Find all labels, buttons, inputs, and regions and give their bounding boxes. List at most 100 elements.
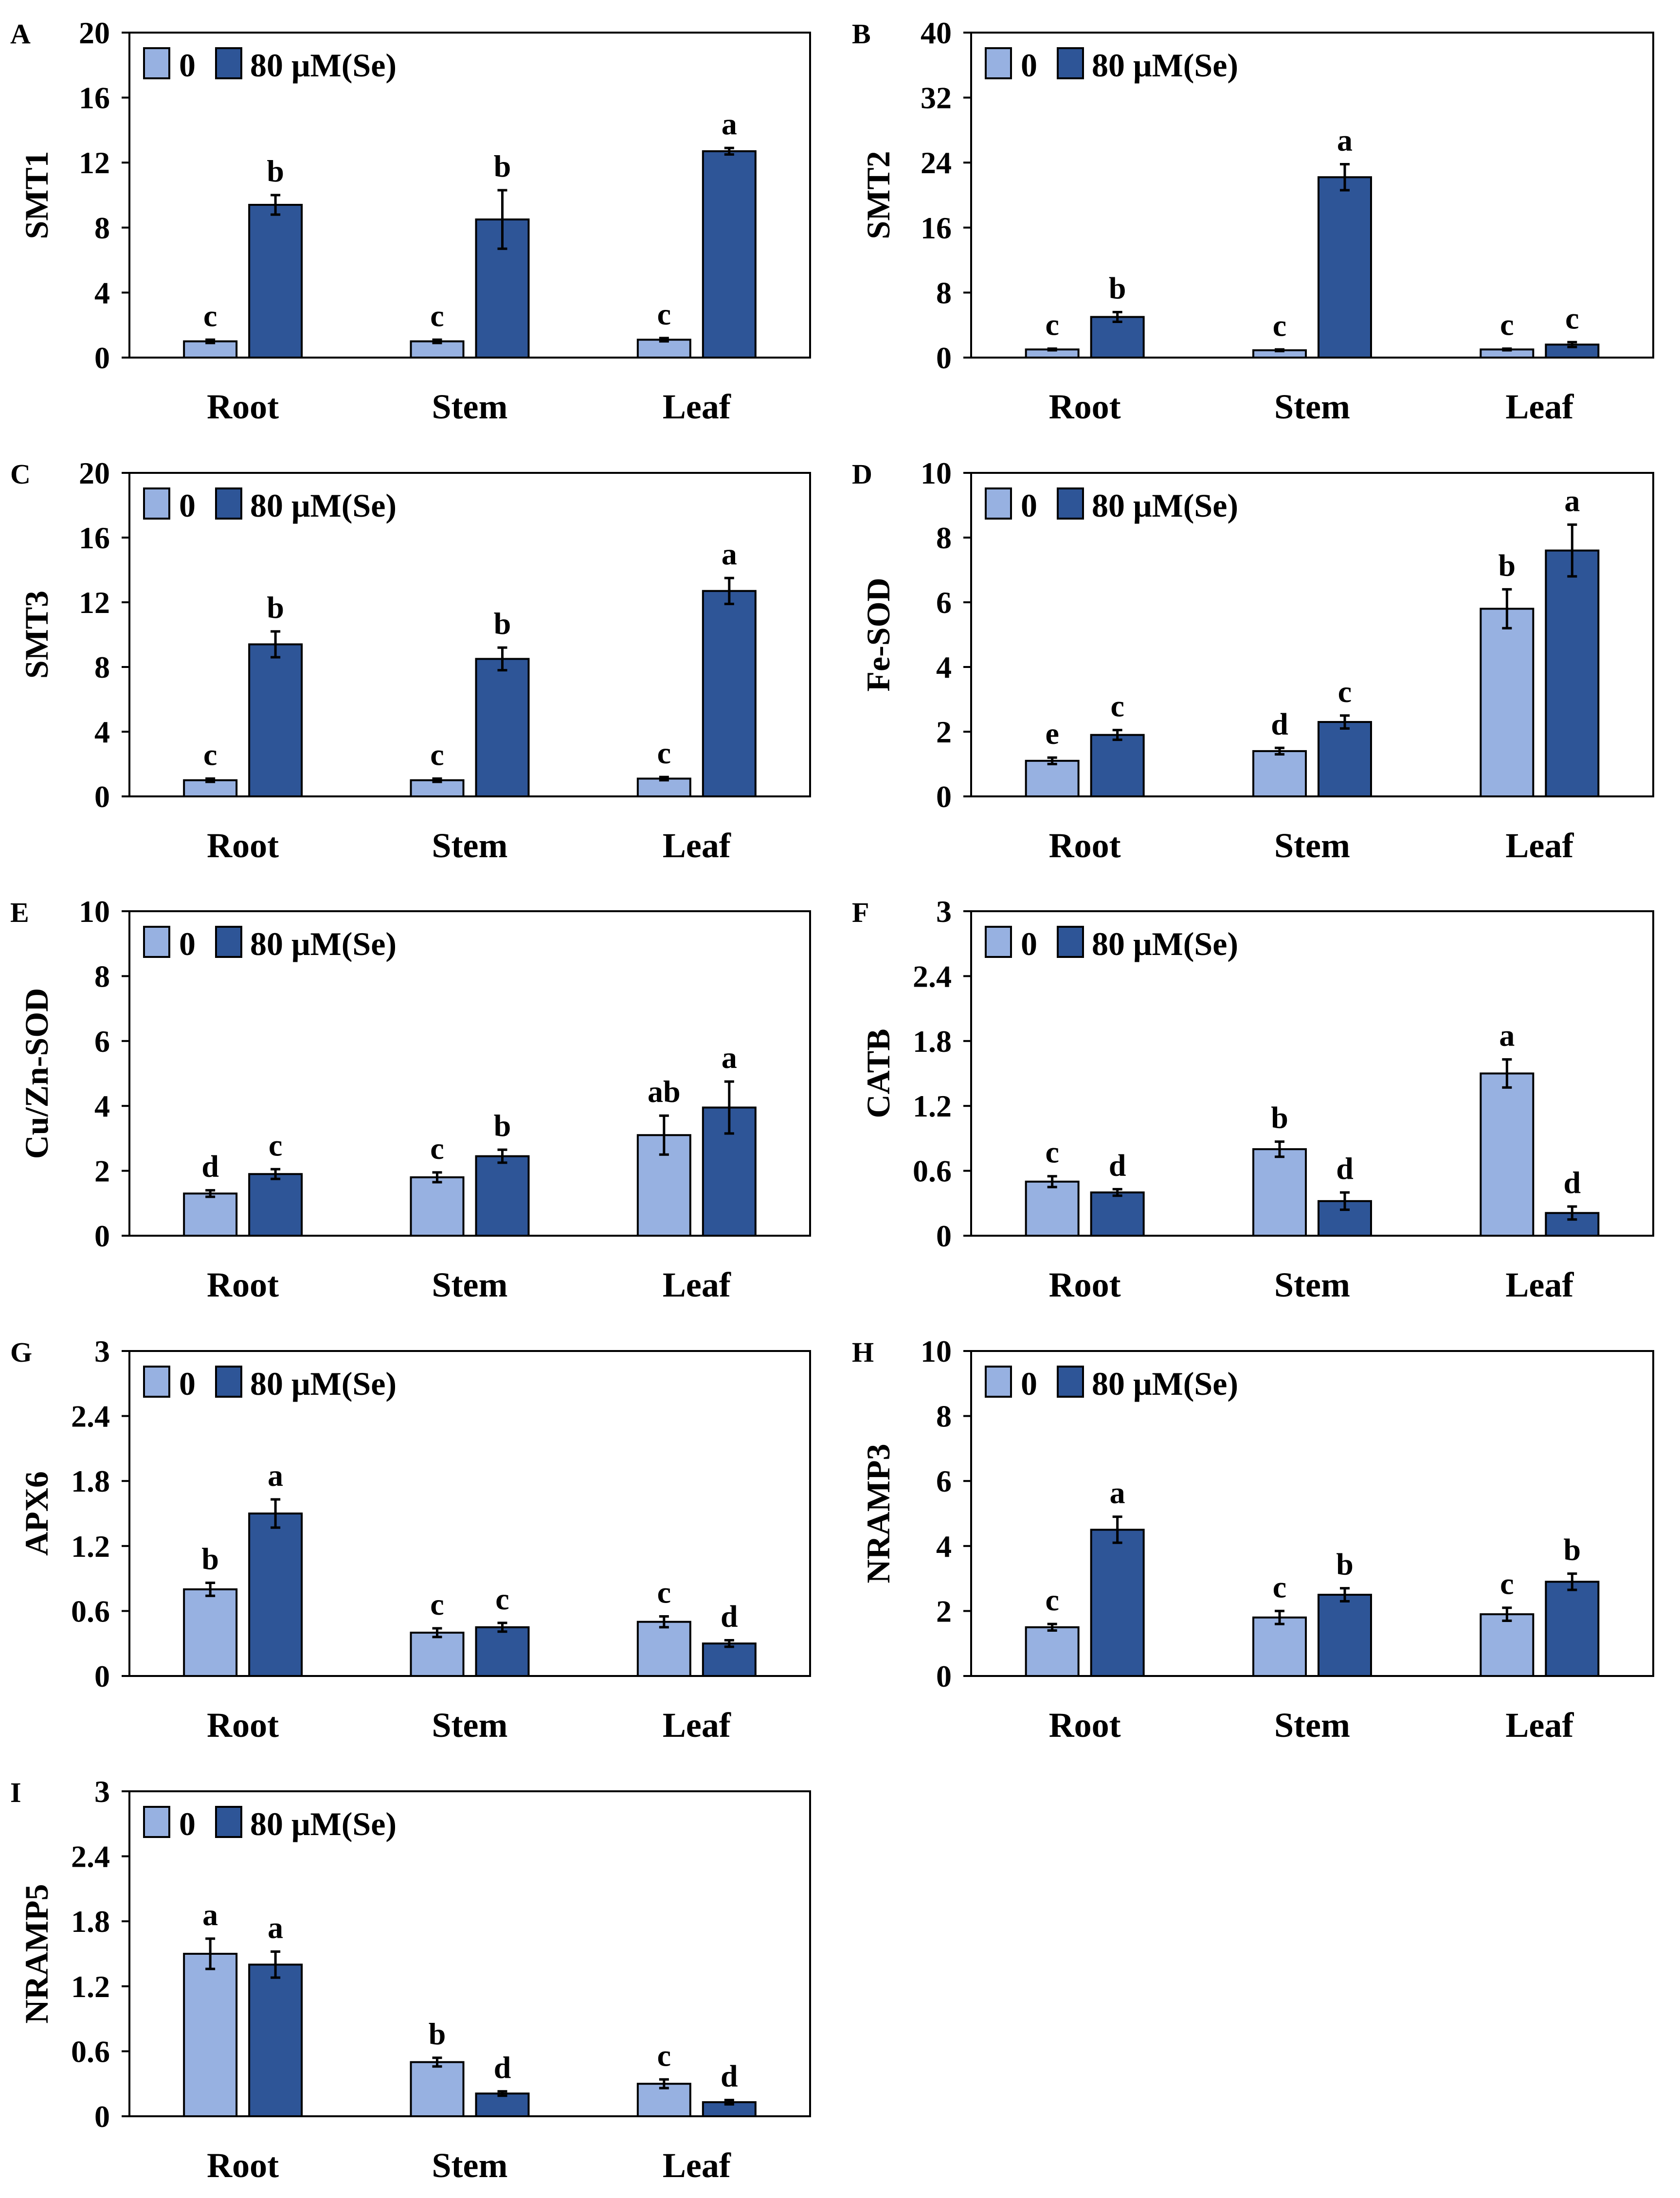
- y-axis-label: CATB: [860, 1029, 897, 1118]
- chart-panel-d: D 0 2 4 6 8 10 Fe-SOD e c Root d c Stem b a Leaf 0 80 μM(S…: [852, 456, 1654, 865]
- y-tick-label: 6: [94, 1024, 110, 1059]
- plot-frame: [128, 1350, 811, 1677]
- y-tick-label: 10: [79, 894, 110, 929]
- plot-frame: [128, 472, 811, 797]
- y-tick-label: 1.2: [71, 1969, 110, 2004]
- significance-letter: c: [203, 737, 217, 772]
- y-axis-label: Fe-SOD: [860, 577, 897, 691]
- y-axis-label: SMT1: [18, 151, 55, 239]
- bar: [1480, 608, 1535, 798]
- x-tick-label: Leaf: [663, 1265, 731, 1304]
- bar: [1318, 1594, 1372, 1677]
- y-tick-label: 1.8: [71, 1904, 110, 1939]
- panel-label: A: [10, 18, 31, 50]
- y-tick-label: 0: [936, 341, 952, 375]
- legend-label-treated: 80 μM(Se): [1092, 487, 1238, 524]
- y-tick-label: 0: [94, 1219, 110, 1253]
- chart-panel-e: E 0 2 4 6 8 10 Cu/Zn-SOD d c Root c b Stem ab a Leaf 0 80 …: [10, 894, 811, 1304]
- significance-letter: d: [1271, 706, 1288, 741]
- legend-label-treated: 80 μM(Se): [250, 1805, 397, 1842]
- significance-letter: c: [657, 2038, 671, 2072]
- significance-letter: a: [1110, 1476, 1125, 1510]
- x-tick-label: Root: [207, 826, 279, 865]
- significance-letter: c: [1273, 1569, 1286, 1604]
- bar: [1480, 1072, 1535, 1237]
- y-tick-label: 0: [94, 341, 110, 375]
- y-axis-label: APX6: [18, 1471, 55, 1556]
- y-tick-label: 12: [79, 585, 110, 620]
- x-tick-label: Leaf: [663, 2146, 731, 2185]
- significance-letter: c: [657, 297, 671, 331]
- significance-letter: d: [201, 1149, 219, 1184]
- legend-label-treated: 80 μM(Se): [250, 47, 397, 84]
- significance-letter: a: [1499, 1018, 1515, 1053]
- significance-letter: d: [1109, 1148, 1126, 1182]
- significance-letter: e: [1045, 716, 1059, 751]
- legend-swatch-control: [985, 1366, 1012, 1398]
- bar: [475, 1626, 530, 1677]
- panel-label: B: [852, 18, 871, 50]
- plot-frame: [970, 472, 1654, 797]
- legend-swatch-control: [143, 47, 170, 79]
- legend-label-control: 0: [1021, 487, 1037, 524]
- significance-letter: a: [722, 107, 737, 141]
- y-tick-label: 4: [94, 275, 110, 310]
- y-tick-label: 2: [936, 715, 952, 749]
- legend-swatch-control: [985, 47, 1012, 79]
- legend-label-control: 0: [1021, 47, 1037, 84]
- bar: [410, 1176, 465, 1237]
- y-tick-label: 10: [921, 1334, 952, 1369]
- legend-label-control: 0: [1021, 1365, 1037, 1402]
- legend-swatch-treated: [215, 926, 242, 958]
- significance-letter: b: [1271, 1100, 1288, 1135]
- x-tick-label: Stem: [432, 1265, 508, 1304]
- bar: [1480, 1613, 1535, 1677]
- bar: [702, 150, 757, 359]
- panel-label: G: [10, 1336, 32, 1368]
- significance-letter: a: [202, 1897, 218, 1932]
- bar: [410, 1631, 465, 1677]
- significance-letter: c: [430, 298, 444, 333]
- legend-label-treated: 80 μM(Se): [250, 1365, 397, 1402]
- bar: [1545, 1581, 1600, 1677]
- bar: [1318, 721, 1372, 798]
- legend-label-treated: 80 μM(Se): [1092, 925, 1238, 962]
- y-tick-label: 0.6: [71, 2034, 110, 2069]
- plot-frame: [970, 1350, 1654, 1677]
- x-tick-label: Root: [207, 1265, 279, 1304]
- x-tick-label: Stem: [1274, 826, 1350, 865]
- x-tick-label: Leaf: [1505, 1706, 1574, 1745]
- bar: [1090, 734, 1145, 798]
- significance-letter: d: [1336, 1151, 1354, 1186]
- y-axis-label: NRAMP3: [860, 1443, 897, 1583]
- y-tick-label: 4: [936, 650, 952, 685]
- x-tick-label: Stem: [432, 2146, 508, 2185]
- x-tick-label: Root: [207, 1706, 279, 1745]
- legend-label-control: 0: [179, 47, 196, 84]
- x-tick-label: Stem: [1274, 387, 1350, 426]
- plot-frame: [128, 1790, 811, 2117]
- y-tick-label: 0.6: [71, 1594, 110, 1628]
- y-tick-label: 2: [94, 1154, 110, 1189]
- significance-letter: c: [430, 737, 444, 772]
- y-tick-label: 0: [936, 779, 952, 814]
- bar: [183, 779, 238, 797]
- significance-letter: b: [494, 149, 511, 183]
- y-tick-label: 3: [936, 894, 952, 929]
- y-tick-label: 20: [79, 16, 110, 50]
- plot-frame: [128, 910, 811, 1237]
- legend-swatch-control: [143, 1366, 170, 1398]
- significance-letter: b: [1109, 270, 1126, 305]
- significance-letter: b: [494, 606, 511, 641]
- y-tick-label: 6: [936, 1464, 952, 1498]
- significance-letter: c: [1500, 307, 1514, 342]
- y-tick-label: 16: [79, 521, 110, 555]
- x-tick-label: Leaf: [663, 1706, 731, 1745]
- bar: [183, 1953, 238, 2117]
- significance-letter: d: [1564, 1165, 1581, 1200]
- x-tick-label: Leaf: [663, 826, 731, 865]
- y-tick-label: 12: [79, 145, 110, 180]
- bar: [183, 1192, 238, 1237]
- bar: [1090, 1191, 1145, 1237]
